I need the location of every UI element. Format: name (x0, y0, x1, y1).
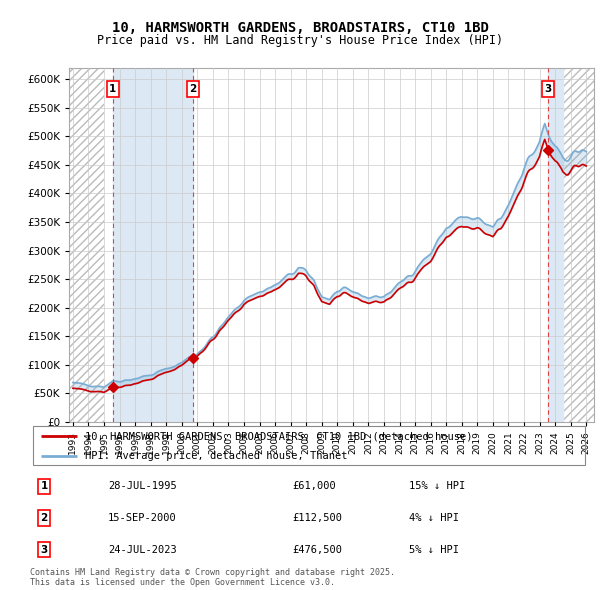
Text: Price paid vs. HM Land Registry's House Price Index (HPI): Price paid vs. HM Land Registry's House … (97, 34, 503, 47)
Text: 2: 2 (40, 513, 47, 523)
Text: £476,500: £476,500 (292, 545, 342, 555)
Text: 4% ↓ HPI: 4% ↓ HPI (409, 513, 460, 523)
Text: 24-JUL-2023: 24-JUL-2023 (108, 545, 177, 555)
Text: 5% ↓ HPI: 5% ↓ HPI (409, 545, 460, 555)
Text: 10, HARMSWORTH GARDENS, BROADSTAIRS, CT10 1BD (detached house): 10, HARMSWORTH GARDENS, BROADSTAIRS, CT1… (85, 431, 472, 441)
Text: HPI: Average price, detached house, Thanet: HPI: Average price, detached house, Than… (85, 451, 347, 461)
Text: £112,500: £112,500 (292, 513, 342, 523)
Text: 1: 1 (109, 84, 116, 94)
Text: 15% ↓ HPI: 15% ↓ HPI (409, 481, 466, 491)
Text: Contains HM Land Registry data © Crown copyright and database right 2025.
This d: Contains HM Land Registry data © Crown c… (30, 568, 395, 587)
Text: 3: 3 (40, 545, 47, 555)
Bar (113, 68, 193, 422)
Text: 2: 2 (189, 84, 196, 94)
Text: 3: 3 (545, 84, 552, 94)
Text: 28-JUL-1995: 28-JUL-1995 (108, 481, 177, 491)
Text: 15-SEP-2000: 15-SEP-2000 (108, 513, 177, 523)
Text: 10, HARMSWORTH GARDENS, BROADSTAIRS, CT10 1BD: 10, HARMSWORTH GARDENS, BROADSTAIRS, CT1… (112, 21, 488, 35)
Bar (548, 68, 563, 422)
Text: £61,000: £61,000 (292, 481, 336, 491)
Text: 1: 1 (40, 481, 47, 491)
